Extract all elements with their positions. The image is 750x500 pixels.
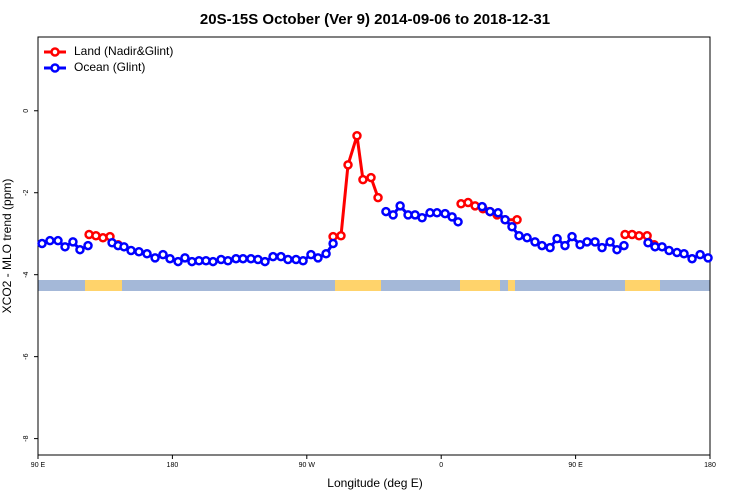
y-axis-label: XCO2 - MLO trend (ppm) — [0, 179, 14, 314]
point — [703, 253, 713, 263]
chart-title: 20S-15S October (Ver 9) 2014-09-06 to 20… — [200, 11, 550, 28]
point — [657, 242, 667, 252]
point — [597, 242, 607, 253]
point — [643, 237, 653, 248]
point — [321, 249, 331, 259]
point — [343, 160, 353, 170]
point — [582, 237, 592, 247]
point — [45, 235, 55, 246]
point — [53, 235, 63, 246]
point — [695, 249, 705, 260]
point — [634, 231, 644, 241]
point — [260, 256, 270, 267]
point — [208, 256, 218, 267]
point — [463, 197, 473, 208]
point — [500, 215, 510, 225]
land-patch — [460, 280, 500, 291]
point — [37, 238, 47, 249]
point — [381, 206, 391, 217]
point — [238, 253, 248, 264]
point — [150, 253, 160, 263]
point — [493, 208, 503, 218]
land-patch — [508, 280, 515, 291]
point — [68, 237, 78, 247]
point — [545, 242, 555, 253]
point — [590, 237, 600, 247]
point — [522, 233, 532, 243]
point — [223, 256, 233, 266]
x-tick-label: 180 — [704, 462, 716, 469]
point — [560, 240, 570, 251]
point — [530, 237, 540, 247]
y-tick-label: 0 — [23, 109, 30, 113]
point — [664, 245, 674, 256]
legend-marker — [50, 47, 60, 57]
point — [306, 249, 316, 260]
point — [134, 246, 144, 257]
y-tick-label: -4 — [23, 271, 30, 277]
x-tick-label: 90 E — [31, 462, 46, 469]
series-line — [88, 134, 656, 246]
point — [60, 242, 70, 252]
point — [268, 251, 278, 262]
point — [619, 240, 629, 251]
x-tick-label: 90 W — [299, 462, 316, 469]
point — [440, 208, 450, 219]
point — [366, 172, 376, 183]
point — [119, 242, 129, 252]
point — [514, 231, 524, 241]
point — [328, 238, 338, 249]
point — [477, 201, 487, 212]
point — [687, 253, 697, 264]
legend-label: Land (Nadir&Glint) — [74, 44, 173, 58]
land-patch — [335, 280, 381, 291]
point — [507, 221, 517, 232]
point — [173, 256, 183, 267]
point — [352, 131, 362, 141]
point — [417, 212, 427, 223]
point — [313, 253, 323, 263]
y-tick-label: -2 — [23, 190, 30, 196]
point — [485, 206, 495, 217]
land-mask-strip — [38, 280, 710, 291]
y-tick-label: -8 — [23, 435, 30, 441]
point — [298, 256, 308, 266]
land-patch — [625, 280, 660, 291]
legend-label: Ocean (Glint) — [74, 60, 145, 74]
x-tick-label: 180 — [167, 462, 179, 469]
point — [537, 240, 547, 251]
x-tick-label: 0 — [439, 462, 443, 469]
point — [126, 245, 136, 256]
point — [605, 237, 615, 247]
point — [432, 208, 442, 218]
point — [447, 212, 457, 222]
point — [388, 210, 398, 220]
point — [142, 249, 152, 259]
point — [612, 244, 622, 255]
point — [358, 174, 368, 185]
point — [679, 249, 689, 259]
point — [158, 249, 168, 260]
point — [83, 240, 93, 251]
legend-marker — [50, 63, 60, 73]
point — [165, 253, 175, 264]
land-patch — [85, 280, 122, 291]
point — [283, 254, 293, 265]
point — [395, 201, 405, 211]
point — [552, 233, 562, 244]
point — [336, 231, 346, 241]
x-axis-label: Longitude (deg E) — [327, 476, 422, 490]
x-tick-label: 90 E — [568, 462, 583, 469]
point — [373, 192, 383, 203]
point — [180, 253, 190, 263]
point — [453, 217, 463, 227]
point — [512, 215, 522, 225]
y-tick-label: -6 — [23, 353, 30, 359]
point — [75, 244, 85, 255]
point — [567, 231, 577, 242]
